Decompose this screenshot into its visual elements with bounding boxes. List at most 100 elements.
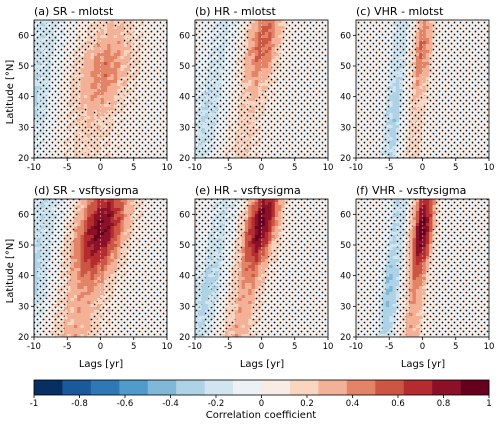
stipple-cell bbox=[34, 53, 38, 57]
stipple-cell bbox=[43, 50, 48, 54]
stipple-cell bbox=[50, 89, 55, 93]
stipple-cell bbox=[130, 62, 135, 66]
x-tick-label: 10 bbox=[162, 163, 173, 173]
stipple-cell bbox=[143, 122, 148, 126]
stipple-cell bbox=[53, 128, 58, 132]
heatmap-cell bbox=[251, 110, 256, 114]
heatmap-cell bbox=[110, 26, 115, 30]
heatmap-cell bbox=[103, 53, 108, 57]
stipple-cell bbox=[60, 86, 65, 90]
heatmap-cell bbox=[274, 53, 279, 57]
stipple-cell bbox=[70, 77, 75, 81]
heatmap-cell bbox=[204, 128, 209, 132]
stipple-cell bbox=[87, 44, 91, 48]
heatmap-cell bbox=[241, 116, 246, 120]
heatmap-cell bbox=[130, 41, 135, 45]
stipple-cell bbox=[123, 107, 128, 111]
heatmap-cell bbox=[113, 101, 118, 105]
stipple-cell bbox=[73, 152, 78, 156]
heatmap-cell bbox=[113, 80, 118, 84]
stipple-cell bbox=[70, 122, 75, 126]
stipple-cell bbox=[133, 101, 138, 105]
stipple-cell bbox=[57, 149, 62, 153]
heatmap-cell bbox=[97, 56, 101, 60]
stipple-cell bbox=[140, 107, 145, 111]
stipple-cell bbox=[130, 44, 135, 48]
stipple-cell bbox=[73, 23, 78, 27]
stipple-cell bbox=[163, 50, 168, 54]
stipple-cell bbox=[50, 116, 55, 120]
heatmap-cell bbox=[268, 29, 272, 33]
stipple-cell bbox=[77, 23, 81, 27]
stipple-cell bbox=[143, 71, 148, 75]
heatmap-cell bbox=[127, 50, 131, 54]
heatmap-cell bbox=[43, 92, 48, 96]
stipple-cell bbox=[70, 23, 75, 27]
heatmap-cell bbox=[113, 29, 118, 33]
heatmap-cell bbox=[93, 98, 98, 102]
stipple-cell bbox=[163, 128, 168, 132]
stipple-cell bbox=[40, 32, 45, 36]
stipple-cell bbox=[73, 119, 78, 123]
heatmap-cell bbox=[211, 110, 216, 114]
stipple-cell bbox=[133, 137, 138, 141]
stipple-cell bbox=[140, 74, 145, 78]
stipple-cell bbox=[97, 140, 101, 144]
heatmap-cell bbox=[120, 47, 125, 51]
stipple-cell bbox=[53, 32, 58, 36]
stipple-cell bbox=[160, 32, 165, 36]
heatmap-cell bbox=[261, 44, 266, 48]
stipple-cell bbox=[40, 65, 45, 69]
heatmap-cell bbox=[264, 74, 269, 78]
stipple-cell bbox=[34, 149, 38, 153]
stipple-cell bbox=[113, 23, 118, 27]
stipple-cell bbox=[157, 149, 161, 153]
stipple-cell bbox=[60, 113, 65, 117]
heatmap-cell bbox=[83, 53, 88, 57]
heatmap-cell bbox=[254, 23, 259, 27]
stipple-cell bbox=[73, 80, 78, 84]
stipple-cell bbox=[130, 122, 135, 126]
heatmap-cell bbox=[258, 47, 262, 51]
heatmap-cell bbox=[117, 56, 121, 60]
stipple-cell bbox=[140, 86, 145, 90]
stipple-cell bbox=[127, 77, 131, 81]
stipple-cell bbox=[140, 149, 145, 153]
stipple-cell bbox=[73, 143, 78, 147]
stipple-cell bbox=[40, 20, 45, 24]
heatmap-cell bbox=[271, 35, 276, 39]
stipple-cell bbox=[53, 83, 58, 87]
heatmap-cell bbox=[120, 26, 125, 30]
stipple-cell bbox=[137, 23, 141, 27]
heatmap-cell bbox=[248, 38, 252, 42]
stipple-cell bbox=[57, 32, 62, 36]
heatmap-cell bbox=[117, 74, 121, 78]
stipple-cell bbox=[50, 47, 55, 51]
stipple-cell bbox=[77, 59, 81, 63]
stipple-cell bbox=[117, 155, 121, 159]
stipple-cell bbox=[150, 146, 155, 150]
stipple-cell bbox=[137, 56, 141, 60]
heatmap-cell bbox=[107, 104, 111, 108]
stipple-cell bbox=[43, 149, 48, 153]
stipple-cell bbox=[90, 44, 95, 48]
stipple-cell bbox=[63, 50, 68, 54]
stipple-cell bbox=[60, 89, 65, 93]
x-tick-label: 0 bbox=[98, 163, 103, 173]
stipple-cell bbox=[163, 149, 168, 153]
stipple-cell bbox=[157, 131, 161, 135]
heatmap-cell bbox=[214, 107, 219, 111]
stipple-cell bbox=[70, 119, 75, 123]
heatmap-cell bbox=[238, 128, 242, 132]
stipple-cell bbox=[43, 140, 48, 144]
stipple-cell bbox=[133, 128, 138, 132]
stipple-cell bbox=[143, 110, 148, 114]
stipple-cell bbox=[70, 62, 75, 66]
heatmap-cell bbox=[100, 26, 105, 30]
stipple-cell bbox=[160, 107, 165, 111]
stipple-cell bbox=[63, 113, 68, 117]
stipple-cell bbox=[43, 95, 48, 99]
heatmap-cell bbox=[258, 44, 262, 48]
stipple-cell bbox=[157, 23, 161, 27]
